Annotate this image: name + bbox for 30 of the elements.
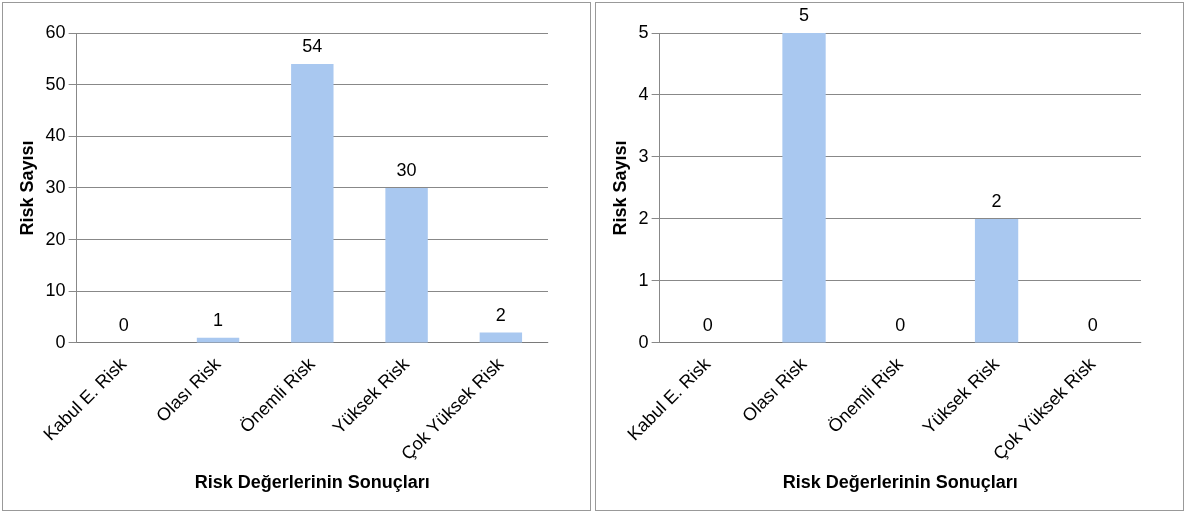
y-axis-title: Risk Sayısı [16,140,37,236]
data-label: 0 [1087,314,1098,335]
data-label: 0 [702,314,713,335]
data-label: 5 [799,4,810,25]
y-tick-label: 20 [45,228,66,249]
data-label: 2 [991,190,1002,211]
y-tick-label: 4 [638,83,649,104]
data-label: 1 [213,309,224,330]
y-tick-label: 0 [55,331,66,352]
y-tick-label: 60 [45,21,66,42]
data-label: 30 [396,159,417,180]
bar [291,63,334,343]
x-axis-title: Risk Değerlerinin Sonuçları [194,472,430,493]
y-tick-label: 3 [638,145,649,166]
y-tick-label: 50 [45,73,66,94]
bar [385,187,428,343]
data-label: 0 [118,314,129,335]
x-axis-title: Risk Değerlerinin Sonuçları [782,472,1018,493]
y-tick-label: 40 [45,125,66,146]
y-tick-label: 5 [638,21,649,42]
y-tick-label: 1 [638,269,649,290]
y-tick-label: 2 [638,207,649,228]
y-tick-label: 30 [45,176,66,197]
data-label: 54 [302,35,323,56]
data-label: 2 [495,304,506,325]
y-tick-label: 0 [638,331,649,352]
y-axis-title: Risk Sayısı [609,140,630,236]
bar [479,332,523,343]
data-label: 0 [895,314,906,335]
y-tick-label: 10 [45,280,66,301]
